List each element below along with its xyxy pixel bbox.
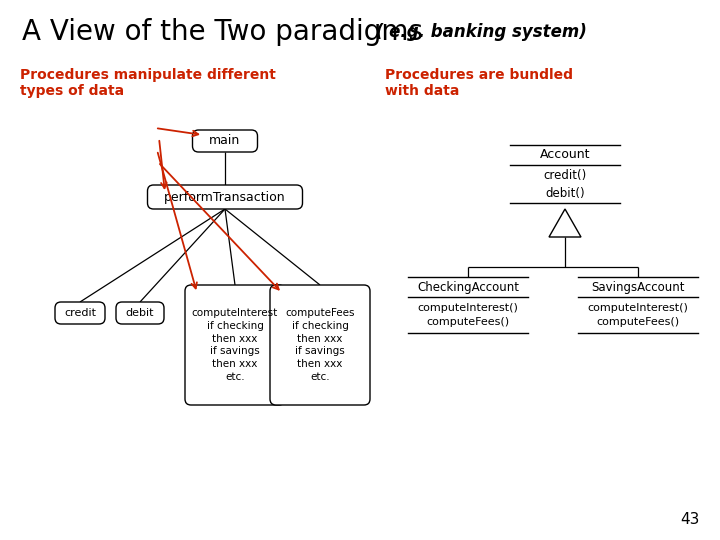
Text: debit: debit xyxy=(126,308,154,318)
Text: computeInterest()
computeFees(): computeInterest() computeFees() xyxy=(418,303,518,327)
Text: credit()
debit(): credit() debit() xyxy=(544,168,587,199)
Text: computeFees
if checking
then xxx
if savings
then xxx
etc.: computeFees if checking then xxx if savi… xyxy=(285,308,355,382)
FancyBboxPatch shape xyxy=(55,302,105,324)
Text: credit: credit xyxy=(64,308,96,318)
Text: 43: 43 xyxy=(680,512,700,528)
Text: computeInterest()
computeFees(): computeInterest() computeFees() xyxy=(588,303,688,327)
Text: computeInterest
if checking
then xxx
if savings
then xxx
etc.: computeInterest if checking then xxx if … xyxy=(192,308,278,382)
FancyBboxPatch shape xyxy=(148,185,302,209)
FancyBboxPatch shape xyxy=(270,285,370,405)
Text: Procedures are bundled
with data: Procedures are bundled with data xyxy=(385,68,573,98)
Text: performTransaction: performTransaction xyxy=(164,191,286,204)
Text: A View of the Two paradigms: A View of the Two paradigms xyxy=(22,18,423,46)
Text: CheckingAccount: CheckingAccount xyxy=(417,280,519,294)
FancyBboxPatch shape xyxy=(192,130,258,152)
Text: Account: Account xyxy=(540,148,590,161)
Text: main: main xyxy=(210,134,240,147)
Text: SavingsAccount: SavingsAccount xyxy=(591,280,685,294)
Text: ( e.g. banking system): ( e.g. banking system) xyxy=(370,23,587,41)
FancyBboxPatch shape xyxy=(185,285,285,405)
Text: Procedures manipulate different
types of data: Procedures manipulate different types of… xyxy=(20,68,276,98)
FancyBboxPatch shape xyxy=(116,302,164,324)
